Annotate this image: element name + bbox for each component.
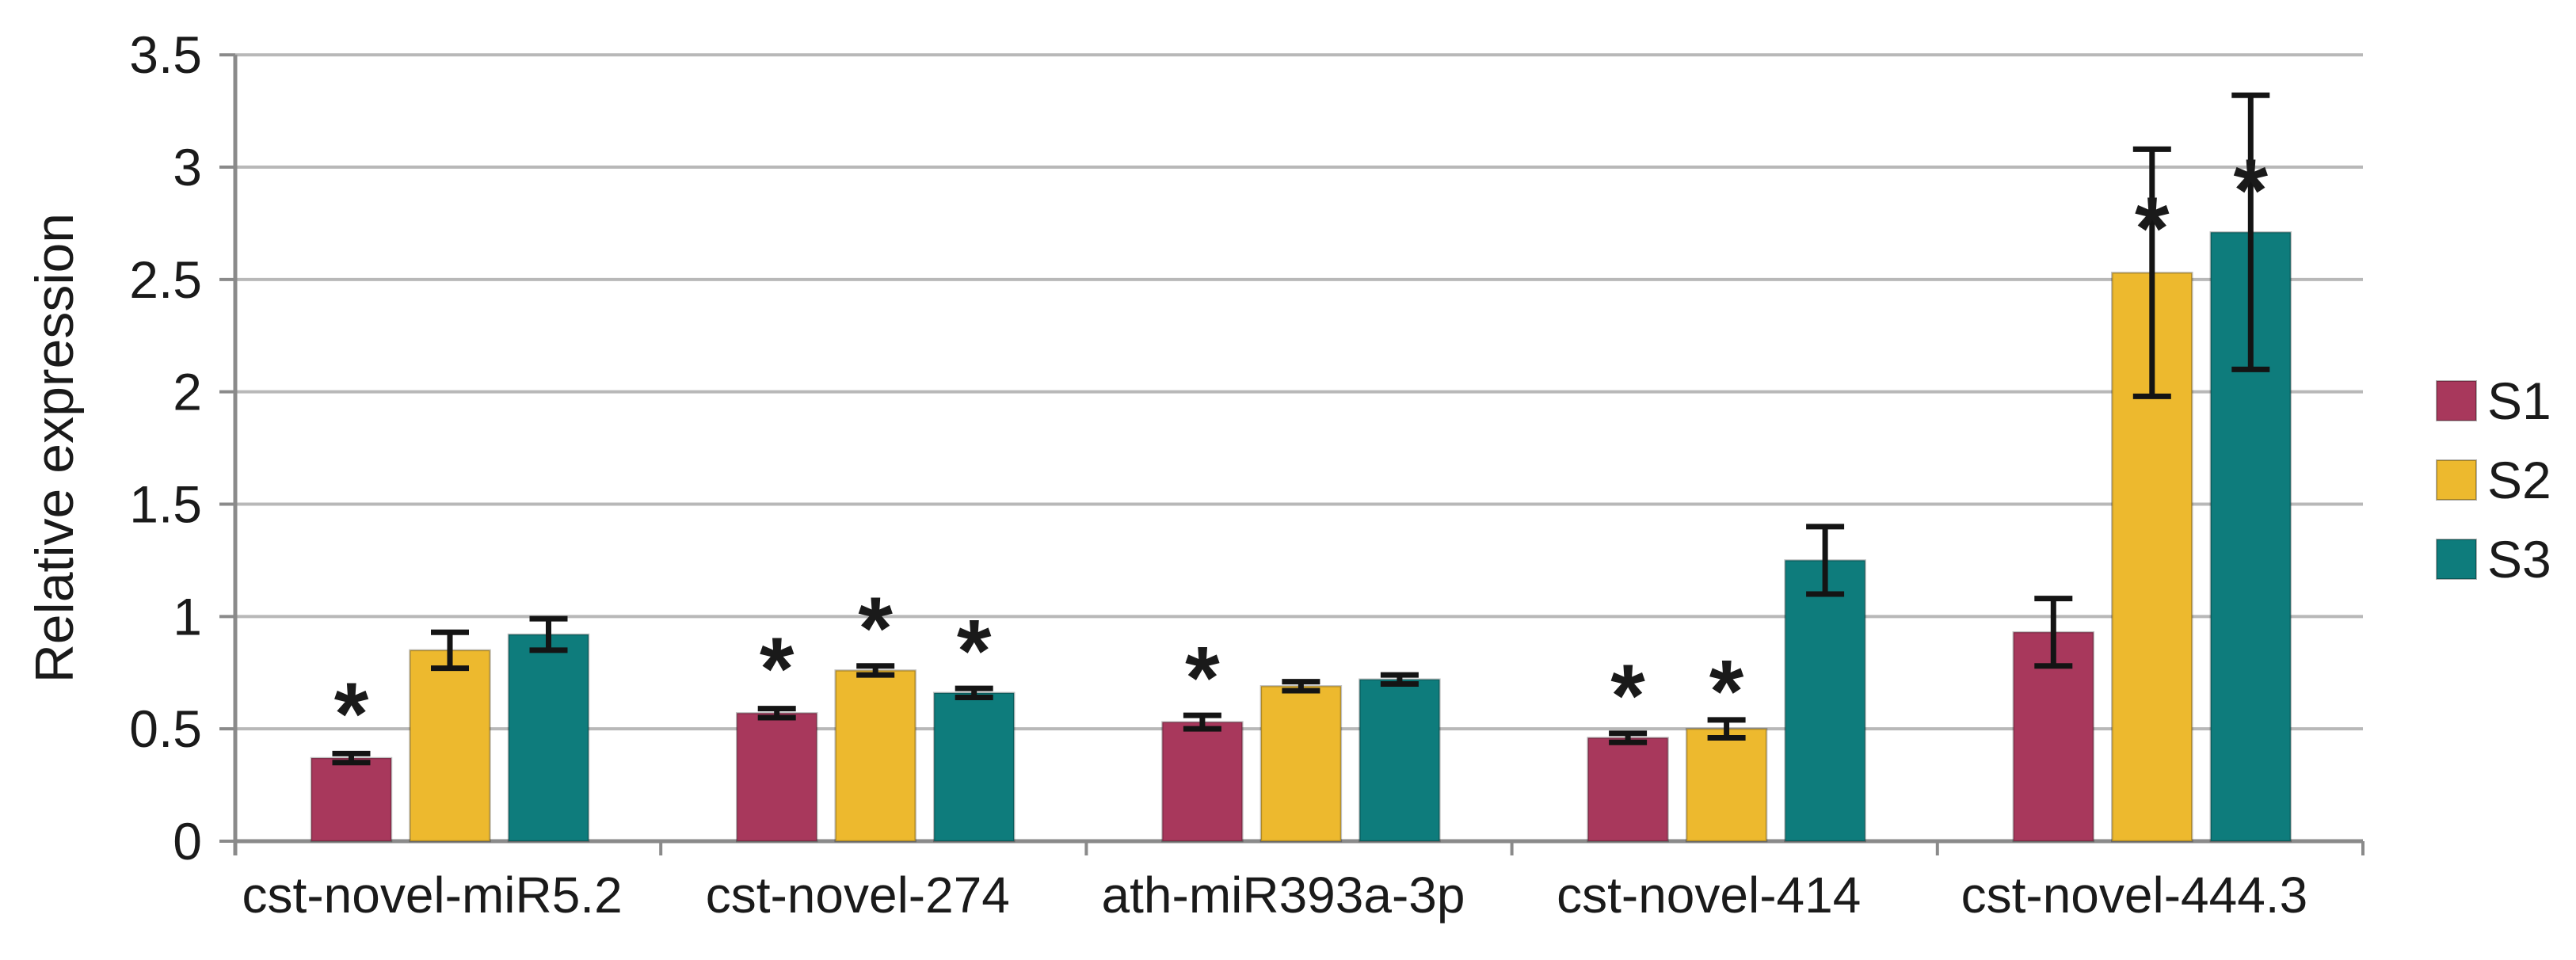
legend-group: S1 S2 S3 [2436,371,2551,589]
significance-asterisk: * [858,579,893,678]
bar-s3-cst-novel-274 [932,691,1016,843]
y-tick-label: 1.5 [129,475,202,534]
bar-s3-ath-miR393a-3p [1358,678,1441,843]
legend-label-s3: S3 [2487,530,2551,589]
bar-s1-cst-novel-miR5.2 [310,756,393,843]
bar-s2-cst-novel-414 [1685,727,1768,843]
x-category-label: cst-novel-miR5.2 [242,867,623,924]
bar-s3-cst-novel-414 [1784,559,1866,843]
x-category-label: cst-novel-274 [706,867,1010,924]
significance-asterisk: * [2135,179,2170,278]
y-tick-labels-group: 0 0.5 1 1.5 2 2.5 3 3.5 [129,25,202,870]
bar-s3-cst-novel-miR5.2 [507,633,590,843]
bar-s2-cst-novel-miR5.2 [409,649,491,843]
legend-swatch-s1 [2436,380,2477,421]
bar-s1-cst-novel-274 [735,712,818,843]
significance-asterisk: * [760,619,795,718]
significance-asterisk: * [334,665,369,764]
x-category-label: cst-novel-414 [1557,867,1861,924]
x-category-label: cst-novel-444.3 [1961,867,2308,924]
bar-s2-ath-miR393a-3p [1259,685,1343,843]
legend-swatch-s2 [2436,459,2477,501]
x-category-labels-group: cst-novel-miR5.2 cst-novel-274 ath-miR393a… [242,867,2308,924]
error-bars-group [332,92,2270,766]
legend-label-s2: S2 [2487,451,2551,509]
bar-s2-cst-novel-274 [834,669,916,843]
y-tick-label: 3.5 [129,25,202,84]
y-tick-label: 1 [173,587,202,646]
significance-asterisk: * [957,601,992,700]
legend-swatch-s3 [2436,539,2477,580]
significance-group: * * * * * * * * * [334,141,2269,764]
y-axis-title: Relative expression [25,213,85,683]
significance-asterisk: * [2234,141,2269,240]
axis-ticks-group [219,53,2365,855]
y-tick-label: 0.5 [129,699,202,758]
y-tick-label: 3 [173,138,202,196]
y-tick-label: 0 [173,812,202,870]
bar-s1-ath-miR393a-3p [1161,721,1244,843]
bar-s1-cst-novel-414 [1587,737,1669,843]
significance-asterisk: * [1709,642,1744,741]
y-tick-label: 2.5 [129,250,202,309]
x-category-label: ath-miR393a-3p [1102,867,1465,924]
y-tick-label: 2 [173,363,202,421]
significance-asterisk: * [1185,628,1220,727]
legend-label-s1: S1 [2487,371,2551,430]
gridlines-group [235,53,2363,731]
significance-asterisk: * [1610,646,1645,745]
bars-group [310,231,2292,843]
